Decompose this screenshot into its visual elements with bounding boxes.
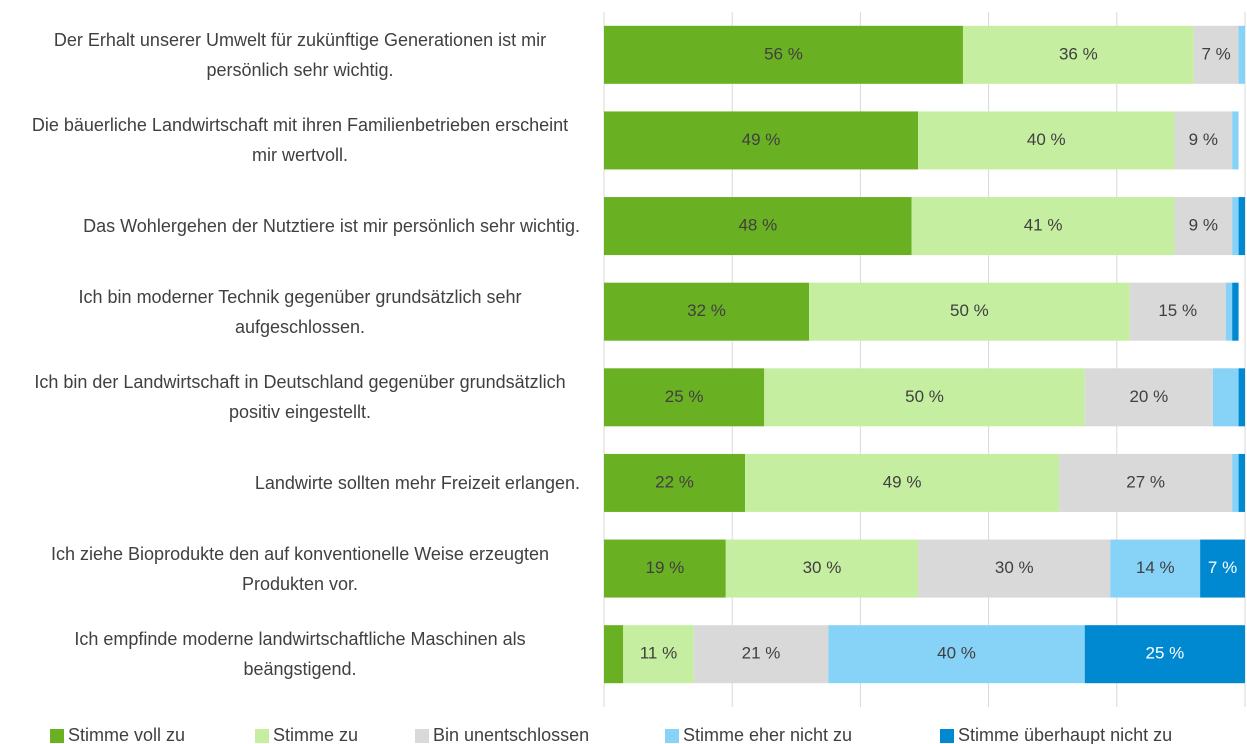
- bar-segment: [1129, 282, 1226, 341]
- category-text: Ich bin der Landwirtschaft in Deutschlan…: [34, 372, 566, 423]
- data-label: 25 %: [665, 387, 704, 406]
- bar-segment: [809, 282, 1130, 341]
- data-label: 14 %: [1136, 558, 1175, 577]
- data-label: 20 %: [1129, 387, 1168, 406]
- category-label: Ich bin der Landwirtschaft in Deutschlan…: [0, 362, 580, 432]
- bar-segment: [623, 625, 694, 684]
- bar-segment: [911, 197, 1175, 256]
- bar-segment: [1110, 539, 1201, 598]
- bar-segment: [918, 539, 1111, 598]
- data-label: 15 %: [1158, 301, 1197, 320]
- data-label: 41 %: [1024, 216, 1063, 235]
- data-label: 49 %: [742, 130, 781, 149]
- data-label: 7 %: [1202, 44, 1231, 63]
- data-label: 30 %: [803, 558, 842, 577]
- bar-segment: [962, 25, 1194, 84]
- category-label: Die bäuerliche Landwirtschaft mit ihren …: [0, 105, 580, 175]
- data-label: 49 %: [883, 472, 922, 491]
- bar-segment: [1232, 197, 1239, 256]
- bar-segment: [604, 453, 746, 512]
- bar-segment: [1212, 368, 1239, 427]
- bar-segment: [604, 625, 624, 684]
- bar-segment: [1238, 453, 1245, 512]
- data-label: 36 %: [1059, 44, 1098, 63]
- bar-segment: [725, 539, 919, 598]
- legend-label: Stimme überhaupt nicht zu: [958, 725, 1172, 744]
- category-label: Der Erhalt unserer Umwelt für zukünftige…: [0, 20, 580, 90]
- legend-swatch: [415, 729, 429, 743]
- data-label: 32 %: [687, 301, 726, 320]
- data-label: 9 %: [1189, 130, 1218, 149]
- category-text: Ich bin moderner Technik gegenüber grund…: [78, 286, 522, 337]
- data-label: 21 %: [742, 644, 781, 663]
- bar-segment: [604, 539, 726, 598]
- bar-segment: [745, 453, 1060, 512]
- data-label: 40 %: [937, 644, 976, 663]
- data-label: 7 %: [1208, 558, 1237, 577]
- bar-segment: [918, 111, 1175, 170]
- legend-swatch: [50, 729, 64, 743]
- bar-segment: [828, 625, 1085, 684]
- legend-label: Stimme voll zu: [68, 725, 185, 744]
- bar-segment: [693, 625, 829, 684]
- data-label: 25 %: [1146, 644, 1185, 663]
- bar-segment: [1174, 111, 1233, 170]
- data-label: 11 %: [640, 644, 678, 663]
- legend-swatch: [665, 729, 679, 743]
- category-label: Landwirte sollten mehr Freizeit erlangen…: [0, 448, 580, 518]
- bar-segment: [1193, 25, 1239, 84]
- bar-segment: [1084, 368, 1213, 427]
- bar-segment: [604, 111, 919, 170]
- bar-segment: [604, 197, 912, 256]
- data-label: 50 %: [905, 387, 944, 406]
- data-label: 27 %: [1126, 472, 1165, 491]
- category-text: Ich empfinde moderne landwirtschaftliche…: [74, 629, 526, 680]
- bar-segment: [1232, 282, 1239, 341]
- data-label: 40 %: [1027, 130, 1066, 149]
- bar-segment: [1059, 453, 1233, 512]
- bar-segment: [1232, 111, 1239, 170]
- bar-segment: [1200, 539, 1245, 598]
- category-text: Landwirte sollten mehr Freizeit erlangen…: [254, 472, 580, 493]
- legend-swatch: [940, 729, 954, 743]
- bar-segment: [604, 282, 810, 341]
- legend-label: Bin unentschlossen: [433, 725, 589, 744]
- bar-segment: [1232, 453, 1239, 512]
- category-text: Die bäuerliche Landwirtschaft mit ihren …: [31, 115, 569, 166]
- bar-segment: [1174, 197, 1233, 256]
- category-label: Das Wohlergehen der Nutztiere ist mir pe…: [0, 191, 580, 261]
- data-label: 30 %: [995, 558, 1034, 577]
- category-text: Der Erhalt unserer Umwelt für zukünftige…: [53, 29, 547, 80]
- legend-label: Stimme eher nicht zu: [683, 725, 852, 744]
- category-text: Ich ziehe Bioprodukte den auf konvention…: [51, 543, 549, 594]
- data-label: 50 %: [950, 301, 989, 320]
- bar-segment: [1238, 197, 1245, 256]
- bar-segment: [1238, 368, 1245, 427]
- bar-segment: [1238, 25, 1245, 84]
- bar-segment: [604, 368, 765, 427]
- bar-segment: [604, 25, 963, 84]
- data-label: 19 %: [646, 558, 685, 577]
- legend-label: Stimme zu: [273, 725, 358, 744]
- category-label: Ich ziehe Bioprodukte den auf konvention…: [0, 534, 580, 604]
- bar-segment: [1084, 625, 1245, 684]
- data-label: 48 %: [738, 216, 777, 235]
- bar-segment: [1225, 282, 1233, 341]
- category-label: Ich empfinde moderne landwirtschaftliche…: [0, 619, 580, 689]
- bar-segment: [764, 368, 1085, 427]
- data-label: 56 %: [764, 44, 803, 63]
- data-label: 22 %: [655, 472, 694, 491]
- category-label: Ich bin moderner Technik gegenüber grund…: [0, 277, 580, 347]
- legend-swatch: [255, 729, 269, 743]
- category-text: Das Wohlergehen der Nutztiere ist mir pe…: [83, 216, 580, 237]
- data-label: 9 %: [1189, 216, 1218, 235]
